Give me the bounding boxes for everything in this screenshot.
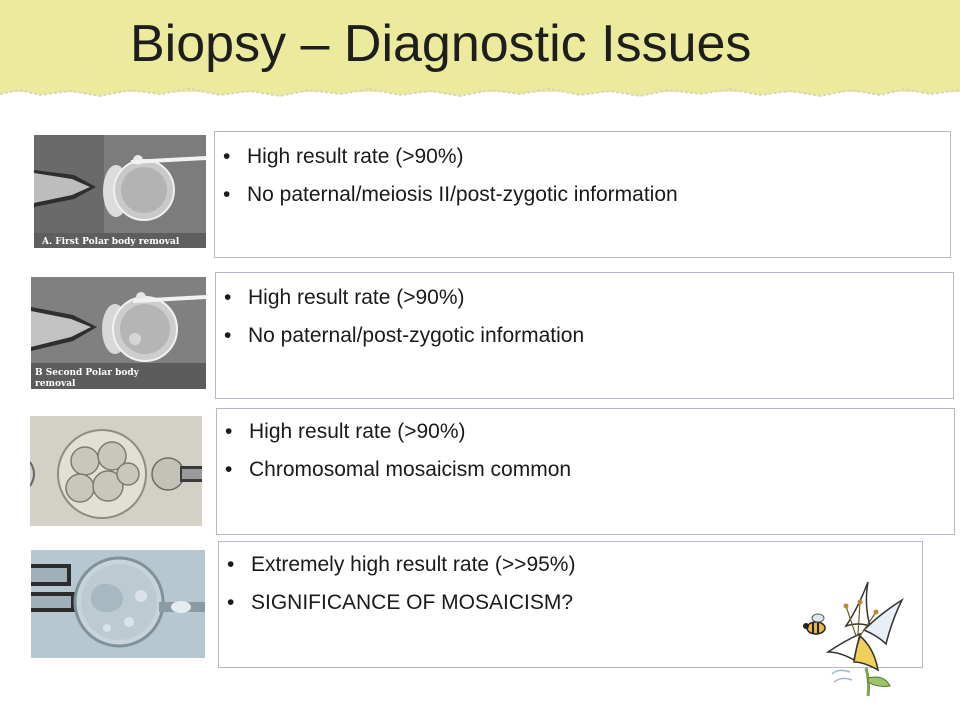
- banner-torn-edge: [0, 80, 960, 98]
- first-polar-body-image: A. First Polar body removal: [34, 135, 206, 248]
- cleavage-embryo-image: [30, 416, 202, 526]
- list-item: • High result rate (>90%): [224, 286, 465, 309]
- image-caption: B Second Polar body: [35, 368, 140, 378]
- slide-title: Biopsy – Diagnostic Issues: [130, 15, 752, 73]
- title-banner: [0, 0, 960, 92]
- blastocyst-image: [31, 550, 205, 658]
- bee-lily-icon: [803, 581, 904, 697]
- lily-icon: [825, 581, 904, 697]
- image-caption: A. First Polar body removal: [41, 237, 180, 247]
- list-item: • Extremely high result rate (>>95%): [227, 553, 576, 576]
- second-polar-body-image: B Second Polar body removal: [31, 277, 206, 389]
- list-item: • High result rate (>90%): [225, 420, 466, 443]
- bee-icon: [803, 613, 826, 635]
- bullet-box-1: • High result rate (>90%) • No paternal/me…: [214, 131, 951, 258]
- list-item: • High result rate (>90%): [223, 145, 464, 168]
- bullet-box-4: • Extremely high result rate (>>95%) • SIG…: [218, 541, 923, 668]
- list-item: • Chromosomal mosaicism common: [225, 458, 572, 481]
- list-item: • No paternal/post-zygotic information: [224, 324, 585, 347]
- bullet-box-3: • High result rate (>90%) • Chromosomal mo…: [216, 408, 955, 535]
- list-item: • No paternal/meiosis II/post-zygotic inf…: [223, 183, 678, 206]
- image-caption: removal: [35, 379, 76, 389]
- list-item: • SIGNIFICANCE OF MOSAICISM?: [227, 591, 574, 614]
- bullet-box-2: • High result rate (>90%) • No paternal/po…: [215, 272, 954, 399]
